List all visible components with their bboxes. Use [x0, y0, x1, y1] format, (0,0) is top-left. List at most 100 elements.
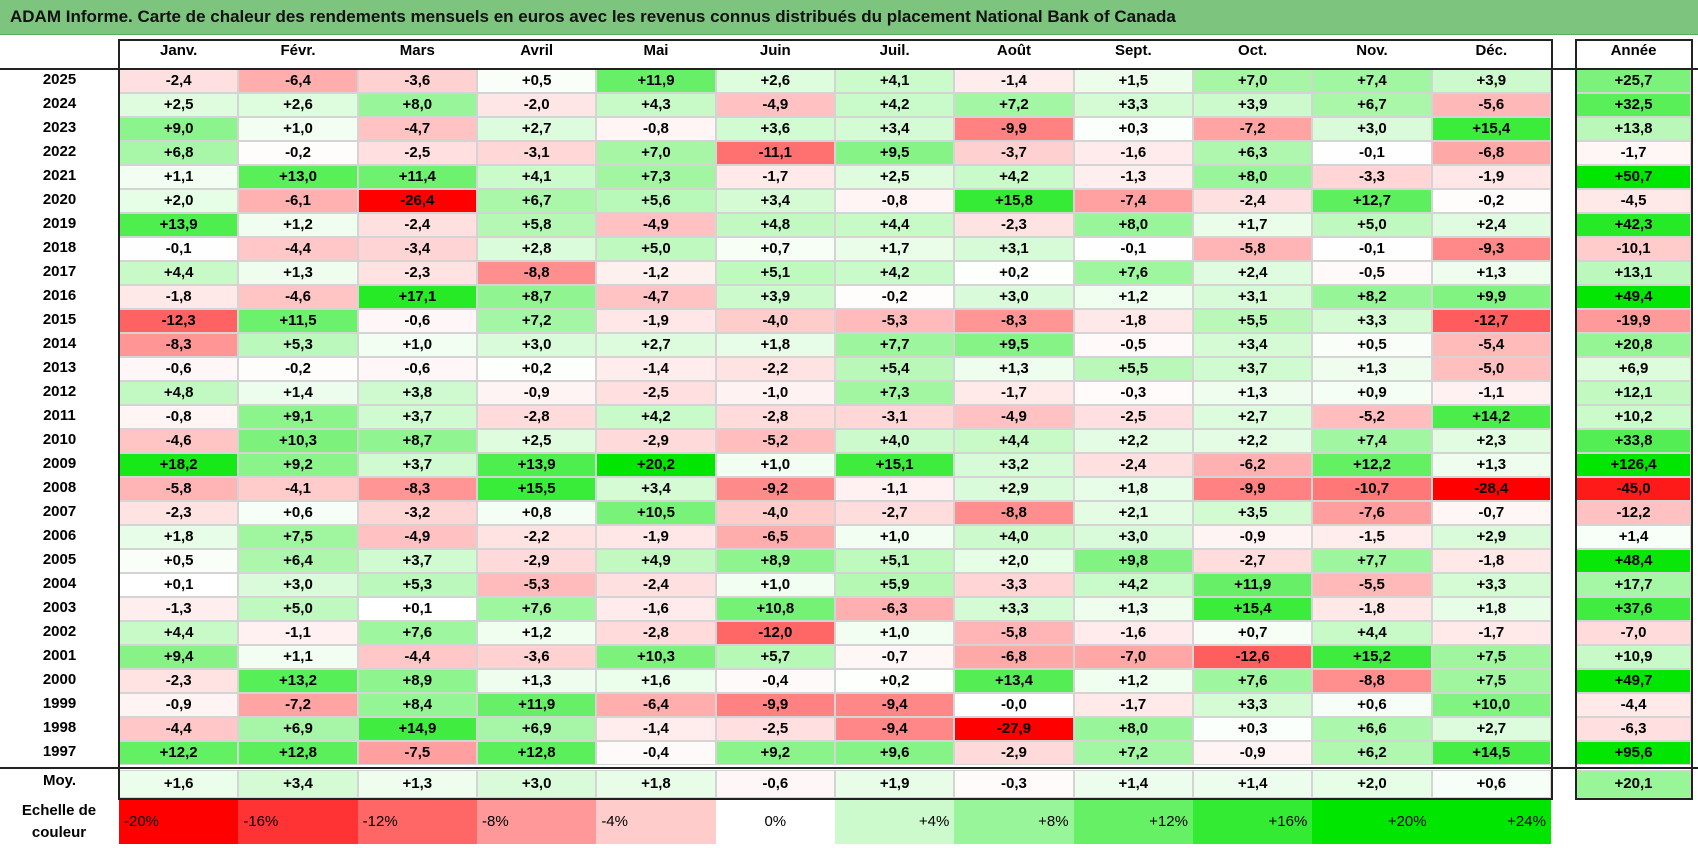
heatmap-cell: -8,8 [1312, 669, 1432, 693]
heatmap-cell: -7,6 [1312, 501, 1432, 525]
heatmap-cell: -1,6 [596, 597, 716, 621]
heatmap-cell: +7,4 [1312, 69, 1432, 93]
heatmap-cell: -0,1 [1312, 237, 1432, 261]
heatmap-cell: -0,5 [1073, 333, 1193, 357]
heatmap-cell: -2,7 [1192, 549, 1313, 573]
heatmap-cell: +5,1 [834, 549, 955, 573]
heatmap-cell: +7,2 [1073, 741, 1193, 765]
heatmap-cell: -2,2 [715, 357, 835, 381]
heatmap-cell: +9,2 [238, 453, 358, 477]
heatmap-cell: -1,4 [596, 717, 716, 741]
heatmap-cell: +5,8 [476, 213, 597, 237]
heatmap-cell: -1,7 [954, 381, 1074, 405]
heatmap-cell: -12,7 [1431, 309, 1551, 333]
heatmap-cell: +2,6 [238, 93, 358, 117]
average-rule [0, 767, 1698, 769]
heatmap-cell: +0,7 [1192, 621, 1313, 645]
heatmap-cell: +0,7 [715, 237, 835, 261]
heatmap-cell: +1,3 [1312, 357, 1432, 381]
heatmap-cell: -6,5 [715, 525, 835, 549]
year-label: 2023 [42, 119, 77, 136]
year-label: 2010 [42, 431, 77, 448]
heatmap-cell: +4,0 [954, 525, 1074, 549]
heatmap-cell: -2,4 [1192, 189, 1313, 213]
heatmap-cell: -0,2 [238, 141, 358, 165]
annual-cell: -45,0 [1576, 477, 1691, 501]
heatmap-cell: +9,9 [1431, 285, 1551, 309]
heatmap-cell: -0,9 [1192, 741, 1313, 765]
heatmap-cell: +6,7 [1312, 93, 1432, 117]
heatmap-cell: -6,8 [1431, 141, 1551, 165]
heatmap-cell: +4,2 [954, 165, 1074, 189]
heatmap-cell: +3,0 [238, 573, 358, 597]
heatmap-cell: -5,8 [119, 477, 239, 501]
annual-cell: +12,1 [1576, 381, 1691, 405]
annual-cell: +49,7 [1576, 669, 1691, 693]
heatmap-cell: +7,0 [1192, 69, 1313, 93]
heatmap-cell: +10,8 [715, 597, 835, 621]
heatmap-cell: -0,8 [834, 189, 955, 213]
heatmap-cell: +1,1 [238, 645, 358, 669]
heatmap-cell: +4,2 [1073, 573, 1193, 597]
heatmap-cell: +5,0 [238, 597, 358, 621]
year-label: 2000 [42, 671, 77, 688]
heatmap-cell: -2,3 [357, 261, 477, 285]
heatmap-cell: -5,6 [1431, 93, 1551, 117]
heatmap-cell: -26,4 [357, 189, 477, 213]
heatmap-cell: -0,7 [1431, 501, 1551, 525]
heatmap-cell: -7,0 [1073, 645, 1193, 669]
year-label: 1997 [42, 743, 77, 760]
month-header: Mars [357, 39, 477, 68]
heatmap-cell: -5,2 [715, 429, 835, 453]
heatmap-cell: +3,4 [596, 477, 716, 501]
heatmap-cell: +7,6 [1192, 669, 1313, 693]
heatmap-cell: -0,8 [119, 405, 239, 429]
heatmap-cell: +6,4 [238, 549, 358, 573]
annual-cell: +48,4 [1576, 549, 1691, 573]
heatmap-cell: -3,2 [357, 501, 477, 525]
heatmap-cell: +8,0 [357, 93, 477, 117]
month-header: Sept. [1073, 39, 1193, 68]
heatmap-cell: +2,5 [476, 429, 597, 453]
heatmap-cell: +0,3 [1192, 717, 1313, 741]
heatmap-cell: -7,2 [238, 693, 358, 717]
heatmap-cell: -2,0 [476, 93, 597, 117]
heatmap-cell: +1,2 [1073, 669, 1193, 693]
heatmap-cell: +7,5 [1431, 669, 1551, 693]
heatmap-cell: -1,3 [119, 597, 239, 621]
heatmap-cell: +4,4 [119, 621, 239, 645]
heatmap-cell: +4,2 [834, 261, 955, 285]
heatmap-cell: +2,1 [1073, 501, 1193, 525]
heatmap-cell: +3,7 [1192, 357, 1313, 381]
year-label: 2003 [42, 599, 77, 616]
year-label: 2016 [42, 287, 77, 304]
heatmap-cell: -3,7 [954, 141, 1074, 165]
heatmap-cell: -5,0 [1431, 357, 1551, 381]
heatmap-cell: -1,4 [596, 357, 716, 381]
heatmap-cell: -4,4 [357, 645, 477, 669]
heatmap-cell: +4,4 [954, 429, 1074, 453]
annual-cell: -4,5 [1576, 189, 1691, 213]
heatmap-cell: +1,8 [715, 333, 835, 357]
heatmap-cell: +1,4 [238, 381, 358, 405]
heatmap-cell: +5,1 [715, 261, 835, 285]
heatmap-cell: +18,2 [119, 453, 239, 477]
heatmap-cell: +6,9 [476, 717, 597, 741]
heatmap-cell: -4,6 [238, 285, 358, 309]
chart-title: ADAM Informe. Carte de chaleur des rende… [10, 7, 1176, 26]
heatmap-cell: +4,1 [476, 165, 597, 189]
heatmap-cell: -4,9 [596, 213, 716, 237]
heatmap-cell: +1,3 [1192, 381, 1313, 405]
heatmap-cell: -4,0 [715, 309, 835, 333]
heatmap-cell: +1,8 [119, 525, 239, 549]
heatmap-cell: +10,3 [596, 645, 716, 669]
heatmap-cell: +12,2 [119, 741, 239, 765]
heatmap-cell: -2,5 [715, 717, 835, 741]
heatmap-cell: +1,5 [1073, 69, 1193, 93]
heatmap-cell: +3,7 [357, 453, 477, 477]
heatmap-cell: +2,3 [1431, 429, 1551, 453]
heatmap-cell: -1,1 [834, 477, 955, 501]
heatmap-cell: +1,3 [1431, 453, 1551, 477]
year-label: 2025 [42, 71, 77, 88]
